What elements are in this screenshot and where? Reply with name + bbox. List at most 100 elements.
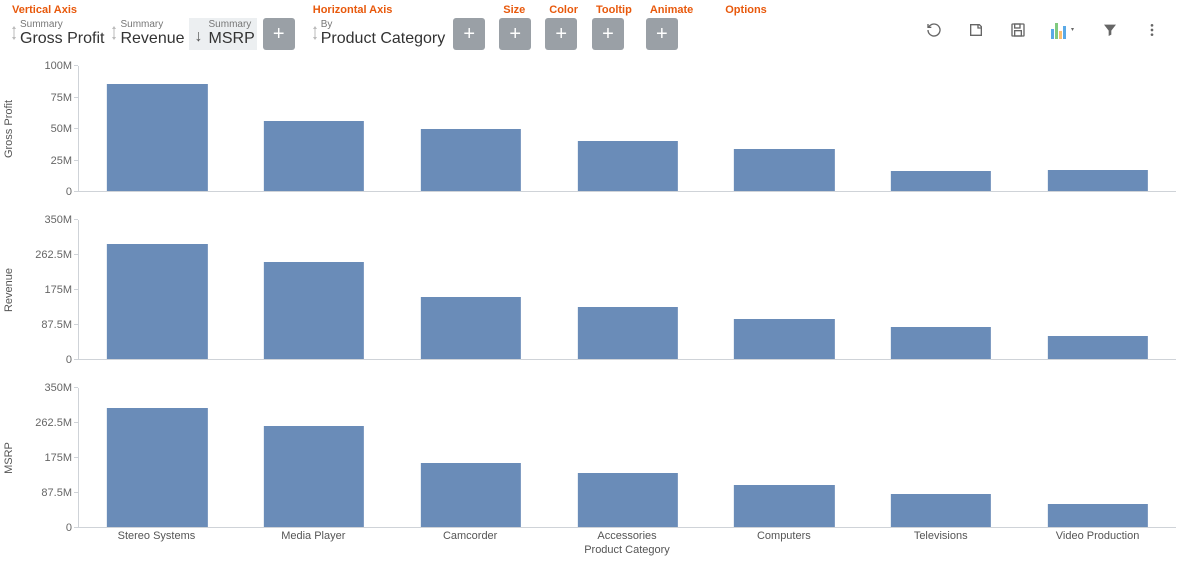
y-tick-label: 87.5M (41, 319, 72, 331)
y-axis: 087.5M175M262.5M350M (18, 220, 78, 360)
bar[interactable] (577, 473, 677, 527)
x-tick-label: Televisions (862, 530, 1019, 542)
pill-agg-label: Summary (209, 19, 255, 30)
y-tick-label: 50M (51, 123, 72, 135)
y-tick-label: 262.5M (35, 417, 72, 429)
bar[interactable] (577, 307, 677, 359)
color-shelf: Color + (545, 4, 578, 50)
y-axis: 087.5M175M262.5M350M (18, 388, 78, 528)
bar[interactable] (264, 121, 364, 191)
sort-desc-icon: ↓ (191, 28, 207, 50)
y-tick-label: 0 (66, 522, 72, 534)
options-header: Options (721, 4, 767, 16)
x-tick-label: Camcorder (392, 530, 549, 542)
toolbar: Vertical Axis Summary Gross Profit Summa… (0, 0, 1186, 56)
plot-area (78, 220, 1176, 360)
y-tick-label: 262.5M (35, 249, 72, 261)
animate-shelf: Animate + (646, 4, 693, 50)
pill-gross-profit[interactable]: Summary Gross Profit (8, 18, 106, 50)
x-tick-label: Computers (705, 530, 862, 542)
horizontal-axis-shelf: Horizontal Axis By Product Category + (309, 4, 486, 50)
plot-area (78, 66, 1176, 192)
y-tick-label: 175M (44, 452, 72, 464)
chart-panel-revenue: Revenue087.5M175M262.5M350M (0, 220, 1176, 360)
y-tick-label: 350M (44, 382, 72, 394)
bar[interactable] (734, 319, 834, 359)
save-icon[interactable] (1008, 20, 1028, 40)
note-icon[interactable] (966, 20, 986, 40)
pill-field-label: Gross Profit (20, 30, 104, 48)
bar[interactable] (107, 408, 207, 527)
tooltip-shelf: Tooltip + (592, 4, 632, 50)
pill-product-category[interactable]: By Product Category (309, 18, 448, 50)
drag-handle-icon (110, 26, 118, 43)
add-vertical-measure-button[interactable]: + (263, 18, 295, 50)
vertical-axis-header: Vertical Axis (8, 4, 77, 16)
bar[interactable] (421, 463, 521, 527)
x-tick-label: Video Production (1019, 530, 1176, 542)
bar[interactable] (107, 84, 207, 192)
y-tick-label: 175M (44, 284, 72, 296)
undo-icon[interactable] (924, 20, 944, 40)
y-tick-label: 75M (51, 92, 72, 104)
more-options-icon[interactable] (1142, 20, 1162, 40)
chart-type-icon[interactable] (1050, 20, 1078, 40)
bar[interactable] (891, 327, 991, 359)
plot-area (78, 388, 1176, 528)
chart-area: Gross Profit025M50M75M100MRevenue087.5M1… (0, 66, 1186, 556)
vertical-axis-pills: Summary Gross Profit Summary Revenue ↓ S… (8, 18, 295, 50)
add-horizontal-dimension-button[interactable]: + (453, 18, 485, 50)
bar[interactable] (1048, 170, 1148, 191)
add-tooltip-button[interactable]: + (592, 18, 624, 50)
bar[interactable] (264, 262, 364, 359)
vertical-axis-shelf: Vertical Axis Summary Gross Profit Summa… (8, 4, 295, 50)
chart-panel-msrp: MSRP087.5M175M262.5M350M (0, 388, 1176, 528)
y-tick-label: 0 (66, 186, 72, 198)
add-color-button[interactable]: + (545, 18, 577, 50)
pill-field-label: MSRP (209, 30, 255, 48)
x-tick-label: Stereo Systems (78, 530, 235, 542)
bar[interactable] (734, 485, 834, 527)
bar[interactable] (1048, 504, 1148, 527)
add-animate-button[interactable]: + (646, 18, 678, 50)
y-tick-label: 87.5M (41, 487, 72, 499)
chart-panel-gross-profit: Gross Profit025M50M75M100M (0, 66, 1176, 192)
bar[interactable] (264, 426, 364, 527)
icon-tray (924, 4, 1178, 40)
y-tick-label: 350M (44, 214, 72, 226)
y-axis: 025M50M75M100M (18, 66, 78, 192)
pill-revenue[interactable]: Summary Revenue (108, 18, 186, 50)
x-axis-title: Product Category (78, 542, 1176, 556)
pill-field-label: Product Category (321, 30, 446, 48)
size-header: Size (499, 4, 525, 16)
bar[interactable] (577, 141, 677, 191)
pill-agg-label: Summary (120, 19, 184, 30)
bar[interactable] (734, 149, 834, 192)
y-tick-label: 25M (51, 155, 72, 167)
bar[interactable] (891, 494, 991, 527)
bar[interactable] (107, 244, 207, 359)
pill-agg-label: By (321, 19, 446, 30)
pill-agg-label: Summary (20, 19, 104, 30)
bar[interactable] (891, 171, 991, 191)
y-axis-title: Gross Profit (0, 66, 18, 192)
add-size-button[interactable]: + (499, 18, 531, 50)
pill-msrp[interactable]: ↓ Summary MSRP (189, 18, 257, 50)
drag-handle-icon (311, 26, 319, 43)
bar[interactable] (1048, 336, 1148, 359)
options-shelf: Options (721, 4, 767, 18)
x-axis: Stereo SystemsMedia PlayerCamcorderAcces… (78, 528, 1176, 542)
x-tick-label: Accessories (549, 530, 706, 542)
size-shelf: Size + (499, 4, 531, 50)
horizontal-axis-header: Horizontal Axis (309, 4, 393, 16)
y-tick-label: 0 (66, 354, 72, 366)
pill-field-label: Revenue (120, 30, 184, 48)
animate-header: Animate (646, 4, 693, 16)
filter-icon[interactable] (1100, 20, 1120, 40)
drag-handle-icon (10, 26, 18, 43)
y-axis-title: MSRP (0, 388, 18, 528)
x-tick-label: Media Player (235, 530, 392, 542)
bar[interactable] (421, 129, 521, 192)
color-header: Color (545, 4, 578, 16)
bar[interactable] (421, 297, 521, 359)
